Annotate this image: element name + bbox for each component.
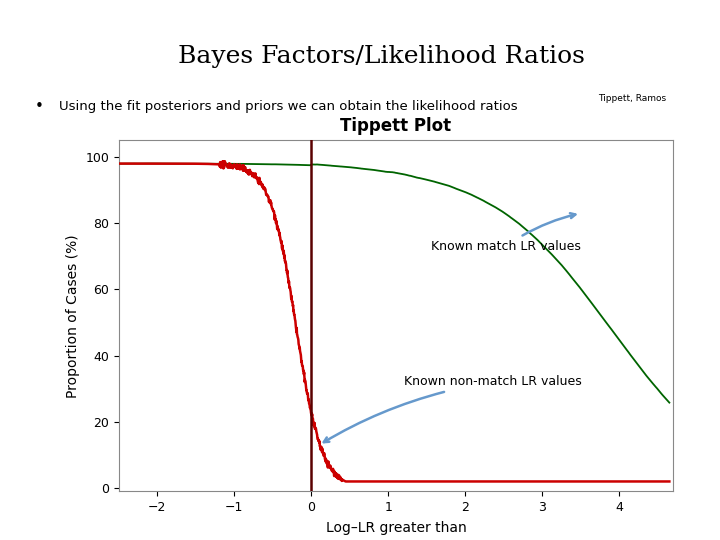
Title: Tippett Plot: Tippett Plot: [341, 117, 451, 134]
X-axis label: Log–LR greater than: Log–LR greater than: [325, 521, 467, 535]
Text: Known match LR values: Known match LR values: [431, 213, 580, 253]
Text: Known non-match LR values: Known non-match LR values: [324, 375, 582, 442]
Text: Tippett, Ramos: Tippett, Ramos: [598, 94, 667, 103]
Text: J: J: [35, 17, 51, 50]
Text: Using the fit posteriors and priors we can obtain the likelihood ratios: Using the fit posteriors and priors we c…: [59, 100, 518, 113]
Y-axis label: Proportion of Cases (%): Proportion of Cases (%): [66, 234, 80, 398]
Text: Bayes Factors/Likelihood Ratios: Bayes Factors/Likelihood Ratios: [178, 45, 585, 68]
Text: •: •: [35, 99, 44, 114]
